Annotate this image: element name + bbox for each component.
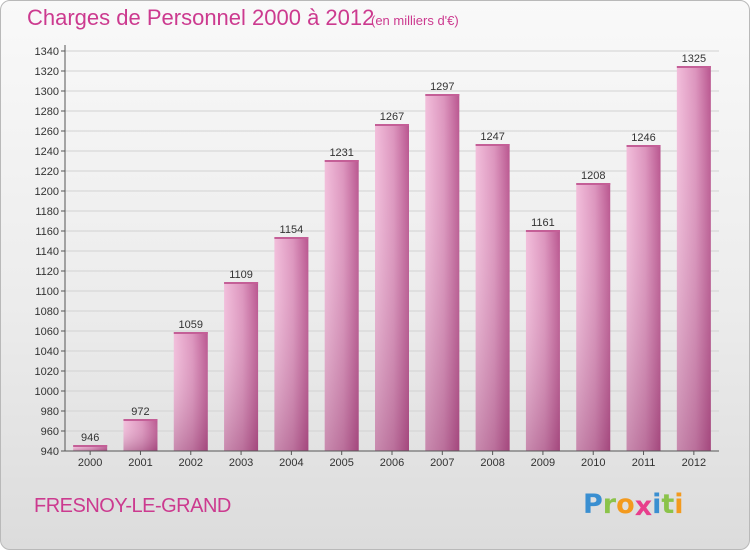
bar-shade <box>123 419 158 451</box>
brand-letter: P <box>583 489 603 520</box>
data-label: 1231 <box>329 147 353 159</box>
bar-group <box>375 124 409 451</box>
chart-title: Charges de Personnel 2000 à 2012 <box>27 5 375 30</box>
data-label: 1297 <box>430 81 454 93</box>
bar-group <box>676 66 711 451</box>
bar-group <box>123 419 158 451</box>
bar-shade <box>525 230 560 451</box>
bar-shade <box>324 160 359 451</box>
bar-top <box>676 66 711 68</box>
bar-top <box>425 94 460 96</box>
city-name: FRESNOY-LE-GRAND <box>34 495 231 517</box>
x-tick-label: 2009 <box>531 457 555 469</box>
bar-group <box>626 145 661 451</box>
y-tick-label: 1260 <box>35 126 59 138</box>
data-label: 1267 <box>380 111 404 123</box>
data-label: 1325 <box>682 53 706 65</box>
bar-shade <box>425 94 460 451</box>
y-tick-label: 1280 <box>35 106 59 118</box>
bar-shade <box>274 237 309 451</box>
bar-top <box>73 445 108 447</box>
y-tick-label: 1080 <box>35 306 59 318</box>
x-tick-label: 2003 <box>229 457 253 469</box>
x-tick-label: 2005 <box>329 457 353 469</box>
bar-top <box>123 419 158 421</box>
x-tick-label: 2000 <box>78 457 102 469</box>
y-tick-label: 1060 <box>35 326 59 338</box>
bar-top <box>173 332 208 334</box>
y-tick-label: 1320 <box>35 66 59 78</box>
y-tick-label: 1000 <box>35 386 59 398</box>
y-tick-label: 1100 <box>35 286 59 298</box>
data-label: 1059 <box>179 319 203 331</box>
brand-letter: i <box>652 489 662 520</box>
bar-top <box>274 237 309 239</box>
y-tick-label: 1180 <box>35 206 59 218</box>
bar-top <box>324 160 359 162</box>
bar-group <box>224 282 259 451</box>
bar-group <box>324 160 359 451</box>
x-tick-label: 2012 <box>682 457 706 469</box>
y-tick-label: 1200 <box>35 186 59 198</box>
bar-top <box>525 230 560 232</box>
data-label: 946 <box>81 432 99 444</box>
proxiti-logo[interactable]: Proxiti <box>583 489 684 522</box>
bar-shade <box>73 445 108 451</box>
bar-shade <box>375 124 409 451</box>
bar-top <box>626 145 661 147</box>
brand-letter: t <box>661 489 675 520</box>
y-tick-label: 1040 <box>35 346 59 358</box>
y-tick-label: 1340 <box>35 46 59 58</box>
y-tick-label: 940 <box>41 446 59 458</box>
x-tick-label: 2002 <box>179 457 203 469</box>
data-label: 972 <box>131 406 149 418</box>
bar-top <box>224 282 259 284</box>
y-tick-label: 1140 <box>35 246 59 258</box>
bar-shade <box>224 282 259 451</box>
y-tick-label: 960 <box>41 426 59 438</box>
bar-group <box>173 332 208 451</box>
bar-top <box>576 183 611 185</box>
x-tick-label: 2004 <box>279 457 303 469</box>
y-tick-label: 1220 <box>35 166 59 178</box>
brand-letter: r <box>602 489 617 520</box>
x-tick-label: 2001 <box>128 457 152 469</box>
bar-shade <box>576 183 611 451</box>
y-tick-label: 1160 <box>35 226 59 238</box>
data-label: 1109 <box>229 269 253 281</box>
y-tick-label: 1020 <box>35 366 59 378</box>
bar-shade <box>626 145 661 451</box>
bar-group <box>525 230 560 451</box>
bar-shade <box>475 144 510 451</box>
y-tick-label: 1240 <box>35 146 59 158</box>
brand-letter: x <box>634 491 653 522</box>
x-tick-label: 2006 <box>380 457 404 469</box>
bar-top <box>475 144 510 146</box>
bar-group <box>425 94 460 451</box>
bar-group <box>475 144 510 451</box>
bar-group <box>576 183 611 451</box>
y-tick-label: 1120 <box>35 266 59 278</box>
data-label: 1247 <box>480 131 504 143</box>
chart-subtitle: (en milliers d'€) <box>371 13 459 28</box>
bar-group <box>73 445 108 451</box>
y-tick-label: 980 <box>41 406 59 418</box>
x-tick-label: 2008 <box>480 457 504 469</box>
bar-group <box>274 237 309 451</box>
bar-top <box>375 124 409 126</box>
bar-shade <box>173 332 208 451</box>
brand-letter: i <box>674 489 684 520</box>
x-tick-label: 2011 <box>632 457 656 469</box>
data-label: 1154 <box>280 224 304 236</box>
x-tick-label: 2007 <box>430 457 454 469</box>
x-tick-label: 2010 <box>581 457 605 469</box>
data-label: 1246 <box>631 132 655 144</box>
y-tick-label: 1300 <box>35 86 59 98</box>
data-label: 1208 <box>581 170 605 182</box>
brand-letter: o <box>616 489 635 520</box>
bar-shade <box>676 66 711 451</box>
data-label: 1161 <box>531 217 555 229</box>
